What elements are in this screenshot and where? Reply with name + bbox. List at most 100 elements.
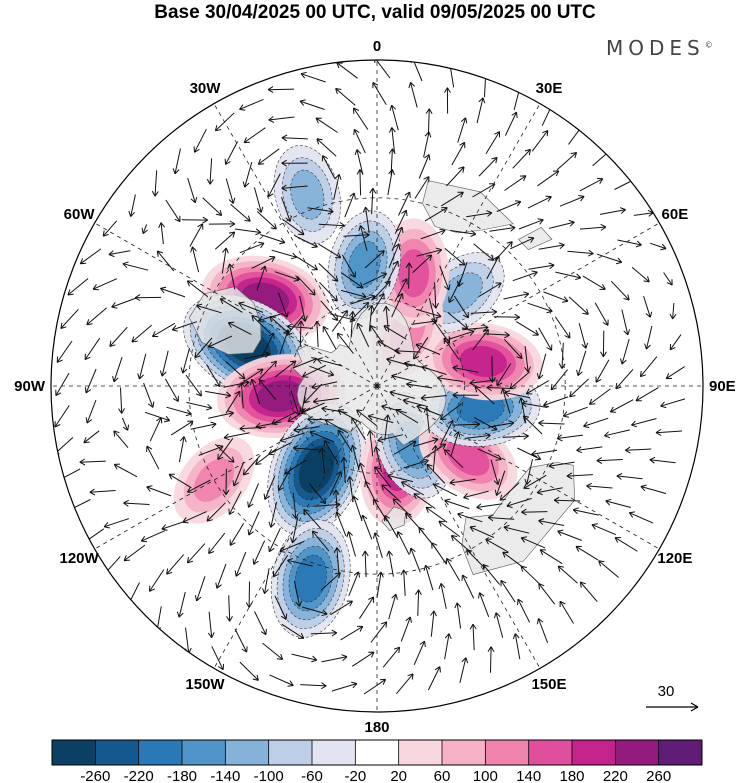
- wind-arrow: [208, 410, 234, 419]
- longitude-label: 0: [373, 38, 381, 55]
- wind-arrow: [335, 88, 356, 106]
- wind-arrow: [122, 261, 149, 271]
- wind-arrow: [394, 278, 408, 302]
- wind-arrow: [538, 518, 565, 526]
- wind-arrow: [395, 409, 419, 424]
- meridian-line: [376, 385, 660, 550]
- wind-arrow: [617, 239, 642, 248]
- wind-arrow: [239, 661, 259, 681]
- meridian-line: [376, 222, 660, 387]
- wind-arrow: [531, 449, 558, 458]
- wind-arrow: [443, 337, 460, 360]
- wind-arrow: [525, 380, 550, 395]
- wind-arrow: [118, 387, 125, 414]
- wind-arrow: [538, 419, 565, 427]
- wind-arrow: [281, 159, 308, 167]
- wind-arrow: [490, 459, 501, 485]
- wind-arrow: [113, 430, 129, 449]
- wind-arrow: [531, 129, 549, 152]
- wind-arrow: [340, 625, 364, 641]
- colorbar-swatch: [485, 740, 529, 765]
- wind-arrow: [194, 576, 206, 602]
- wind-arrow: [320, 572, 341, 591]
- wind-arrow: [559, 195, 585, 207]
- wind-arrow: [370, 325, 386, 348]
- wind-arrow: [644, 325, 653, 350]
- wind-arrow: [286, 315, 304, 336]
- wind-arrow: [413, 337, 429, 360]
- wind-arrow: [311, 530, 330, 552]
- wind-arrow: [185, 374, 202, 397]
- wind-arrow: [400, 616, 412, 642]
- anomaly-negative: [267, 402, 366, 536]
- wind-arrow: [372, 532, 383, 558]
- wind-arrow: [274, 595, 288, 620]
- wind-arrow: [108, 250, 131, 258]
- wind-arrow: [330, 600, 353, 616]
- wind-arrow: [457, 117, 468, 143]
- wind-arrow: [89, 488, 116, 496]
- wind-arrow: [234, 628, 248, 653]
- wind-arrow: [391, 373, 417, 383]
- wind-arrow: [277, 467, 292, 492]
- modes-logo: MODES©: [606, 36, 713, 60]
- wind-arrow: [310, 629, 338, 637]
- wind-arrow: [112, 357, 123, 383]
- wind-arrow: [222, 468, 230, 496]
- wind-arrow: [364, 250, 385, 269]
- wind-arrow: [225, 361, 246, 380]
- wind-arrow: [536, 618, 549, 643]
- wind-arrow: [576, 350, 587, 376]
- contour-band: [290, 169, 325, 220]
- wind-arrow: [186, 401, 213, 411]
- wind-arrow: [512, 633, 521, 660]
- wind-arrow: [600, 330, 607, 358]
- longitude-label: 30W: [190, 80, 222, 97]
- wind-arrow: [415, 343, 441, 355]
- wind-arrow: [556, 152, 578, 171]
- wind-arrow: [453, 420, 480, 428]
- wind-arrow: [388, 243, 401, 269]
- wind-arrow: [123, 499, 150, 507]
- wind-arrow: [315, 117, 338, 133]
- wind-arrow: [596, 253, 623, 265]
- wind-arrow: [388, 593, 398, 620]
- wind-arrow: [469, 623, 477, 651]
- wind-arrow: [583, 417, 609, 429]
- wind-arrow: [474, 386, 495, 405]
- wind-arrow: [84, 368, 97, 394]
- wind-arrow: [521, 400, 548, 408]
- brand-name: MODES: [606, 36, 705, 60]
- wind-arrow: [196, 303, 222, 314]
- wind-arrow: [151, 170, 159, 197]
- wind-arrow: [362, 206, 370, 233]
- wind-arrow: [337, 429, 353, 453]
- wind-arrow: [296, 275, 316, 296]
- wind-arrow: [466, 549, 486, 569]
- wind-arrow: [496, 363, 512, 386]
- wind-arrow: [260, 234, 286, 245]
- wind-arrow: [215, 563, 227, 589]
- wind-arrow: [257, 312, 284, 323]
- meridian-line: [376, 385, 541, 669]
- graticule: [51, 60, 703, 712]
- contour-band: [294, 554, 327, 603]
- wind-arrow: [421, 364, 447, 375]
- wind-arrow: [483, 331, 510, 339]
- colorbar-swatch: [138, 740, 183, 765]
- wind-arrow: [333, 173, 342, 200]
- wind-arrow: [111, 297, 137, 309]
- wind-arrow: [321, 654, 348, 663]
- wind-arrow: [214, 231, 236, 250]
- wind-arrow: [443, 449, 464, 469]
- wind-arrow: [536, 353, 547, 380]
- wind-arrow: [616, 473, 643, 480]
- wind-arrow: [335, 511, 347, 537]
- wind-arrow: [190, 421, 217, 430]
- wind-arrow: [83, 430, 100, 444]
- wind-arrow: [165, 199, 181, 223]
- colorbar-tick-label: 180: [559, 768, 584, 783]
- wind-arrow: [457, 512, 483, 523]
- wind-arrow: [290, 517, 299, 544]
- wind-arrow: [60, 308, 79, 329]
